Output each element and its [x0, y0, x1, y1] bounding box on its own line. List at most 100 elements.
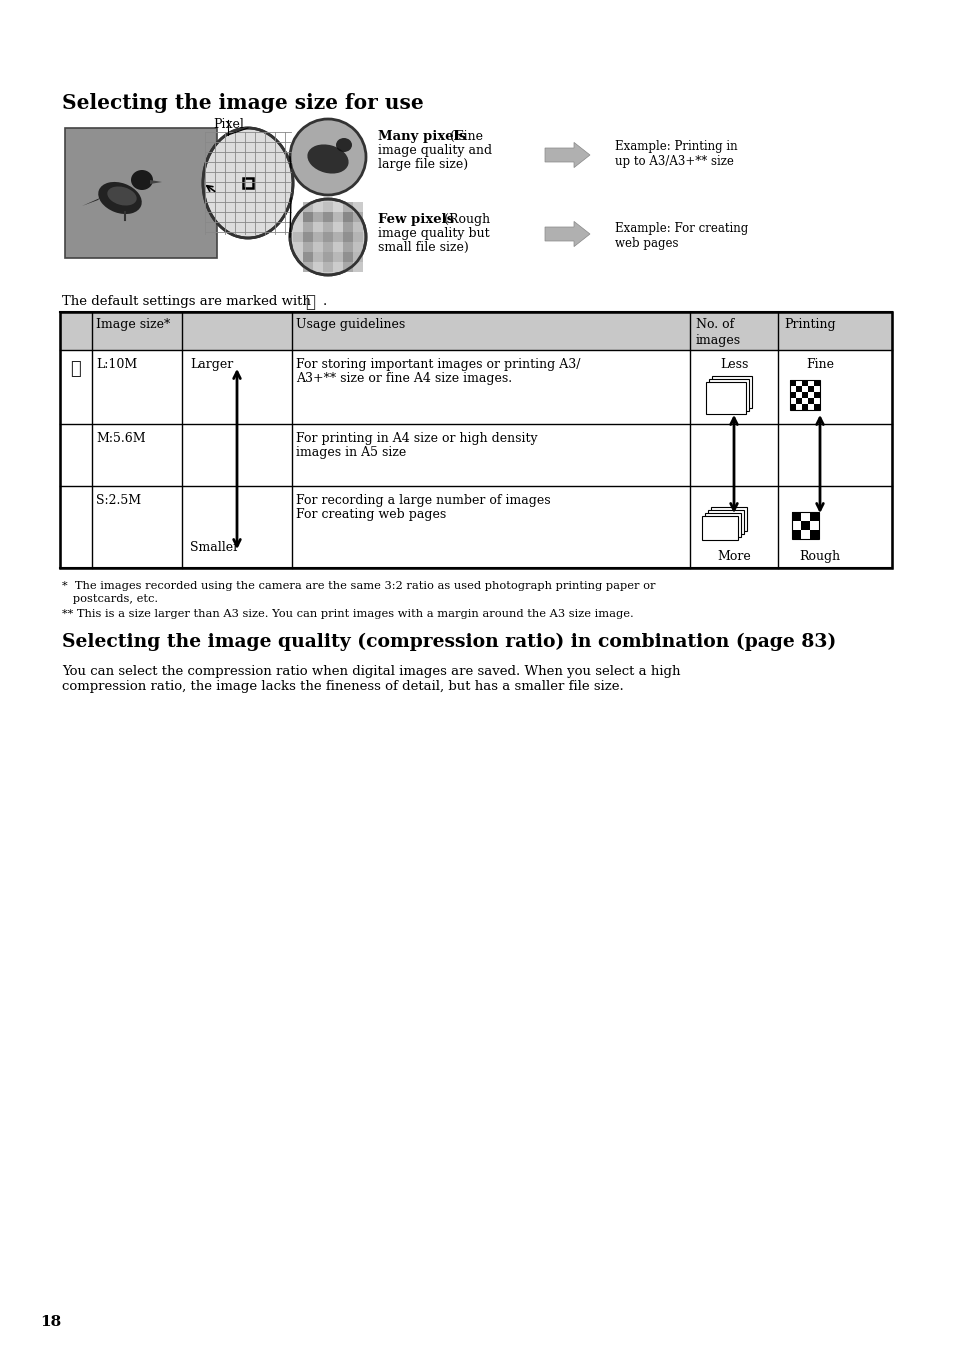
Text: image quality and: image quality and: [377, 144, 492, 157]
Bar: [807, 398, 813, 404]
Bar: [343, 252, 353, 262]
Bar: [60, 312, 891, 350]
Bar: [813, 398, 820, 404]
Text: A3+** size or fine A4 size images.: A3+** size or fine A4 size images.: [295, 372, 512, 385]
Bar: [343, 212, 353, 223]
Text: Usage guidelines: Usage guidelines: [295, 318, 405, 331]
Bar: [789, 404, 795, 410]
Text: No. of
images: No. of images: [696, 318, 740, 347]
Text: ✓: ✓: [305, 294, 314, 311]
Bar: [323, 202, 333, 212]
Text: small file size): small file size): [377, 242, 468, 254]
Bar: [313, 212, 323, 223]
Text: large file size): large file size): [377, 157, 468, 171]
Bar: [809, 512, 818, 521]
Bar: [791, 512, 818, 539]
Bar: [323, 262, 333, 271]
Ellipse shape: [290, 199, 366, 275]
Bar: [65, 128, 216, 258]
Bar: [343, 202, 353, 212]
Text: (Rough: (Rough: [439, 213, 490, 227]
Text: M:5.6M: M:5.6M: [96, 432, 146, 445]
Bar: [313, 242, 323, 252]
Text: Larger: Larger: [190, 358, 233, 370]
Ellipse shape: [131, 170, 152, 190]
Bar: [801, 521, 809, 531]
Bar: [813, 392, 820, 398]
Bar: [323, 232, 333, 242]
Bar: [353, 232, 363, 242]
Text: Image size*: Image size*: [96, 318, 170, 331]
Bar: [791, 521, 801, 531]
FancyArrow shape: [544, 142, 589, 168]
Bar: [353, 252, 363, 262]
Text: Smaller: Smaller: [190, 541, 239, 554]
Bar: [707, 510, 743, 535]
Text: Rough: Rough: [799, 550, 840, 563]
Ellipse shape: [290, 119, 366, 195]
Bar: [807, 385, 813, 392]
Bar: [353, 262, 363, 271]
Text: Few pixels: Few pixels: [377, 213, 454, 227]
Bar: [293, 223, 303, 232]
Text: images in A5 size: images in A5 size: [295, 446, 406, 459]
Bar: [701, 516, 738, 540]
Bar: [807, 404, 813, 410]
Polygon shape: [82, 198, 100, 206]
Text: Printing: Printing: [783, 318, 835, 331]
Bar: [243, 178, 253, 189]
Bar: [333, 202, 343, 212]
Bar: [789, 398, 795, 404]
Bar: [303, 242, 313, 252]
Text: L:10M: L:10M: [96, 358, 137, 370]
Bar: [323, 242, 333, 252]
Ellipse shape: [108, 186, 136, 205]
Text: For storing important images or printing A3/: For storing important images or printing…: [295, 358, 579, 370]
Bar: [813, 404, 820, 410]
Ellipse shape: [203, 128, 293, 237]
Bar: [303, 223, 313, 232]
Bar: [313, 252, 323, 262]
Bar: [711, 376, 751, 408]
Bar: [343, 232, 353, 242]
Text: Example: For creating
web pages: Example: For creating web pages: [615, 223, 747, 250]
Bar: [323, 212, 333, 223]
Bar: [791, 531, 801, 539]
Bar: [801, 531, 809, 539]
Bar: [313, 262, 323, 271]
Text: For recording a large number of images: For recording a large number of images: [295, 494, 550, 508]
Text: (Fine: (Fine: [446, 130, 482, 142]
Bar: [710, 508, 746, 531]
Bar: [795, 404, 801, 410]
Bar: [795, 398, 801, 404]
Bar: [313, 223, 323, 232]
Bar: [801, 398, 807, 404]
Ellipse shape: [98, 182, 142, 214]
Bar: [353, 242, 363, 252]
Text: Selecting the image quality (compression ratio) in combination (page 83): Selecting the image quality (compression…: [62, 632, 836, 651]
Bar: [303, 232, 313, 242]
Bar: [343, 242, 353, 252]
Ellipse shape: [335, 138, 352, 152]
Bar: [789, 380, 820, 410]
Bar: [789, 385, 795, 392]
Bar: [333, 232, 343, 242]
Bar: [789, 392, 795, 398]
FancyArrow shape: [544, 221, 589, 247]
Text: More: More: [717, 550, 750, 563]
Bar: [813, 385, 820, 392]
Bar: [809, 521, 818, 531]
Bar: [801, 385, 807, 392]
Text: Selecting the image size for use: Selecting the image size for use: [62, 94, 423, 113]
Bar: [333, 212, 343, 223]
Text: image quality but: image quality but: [377, 227, 489, 240]
Bar: [795, 385, 801, 392]
Bar: [791, 512, 801, 521]
Bar: [343, 223, 353, 232]
Bar: [801, 404, 807, 410]
Bar: [353, 212, 363, 223]
Bar: [333, 252, 343, 262]
Bar: [343, 262, 353, 271]
Bar: [303, 212, 313, 223]
Bar: [807, 380, 813, 385]
